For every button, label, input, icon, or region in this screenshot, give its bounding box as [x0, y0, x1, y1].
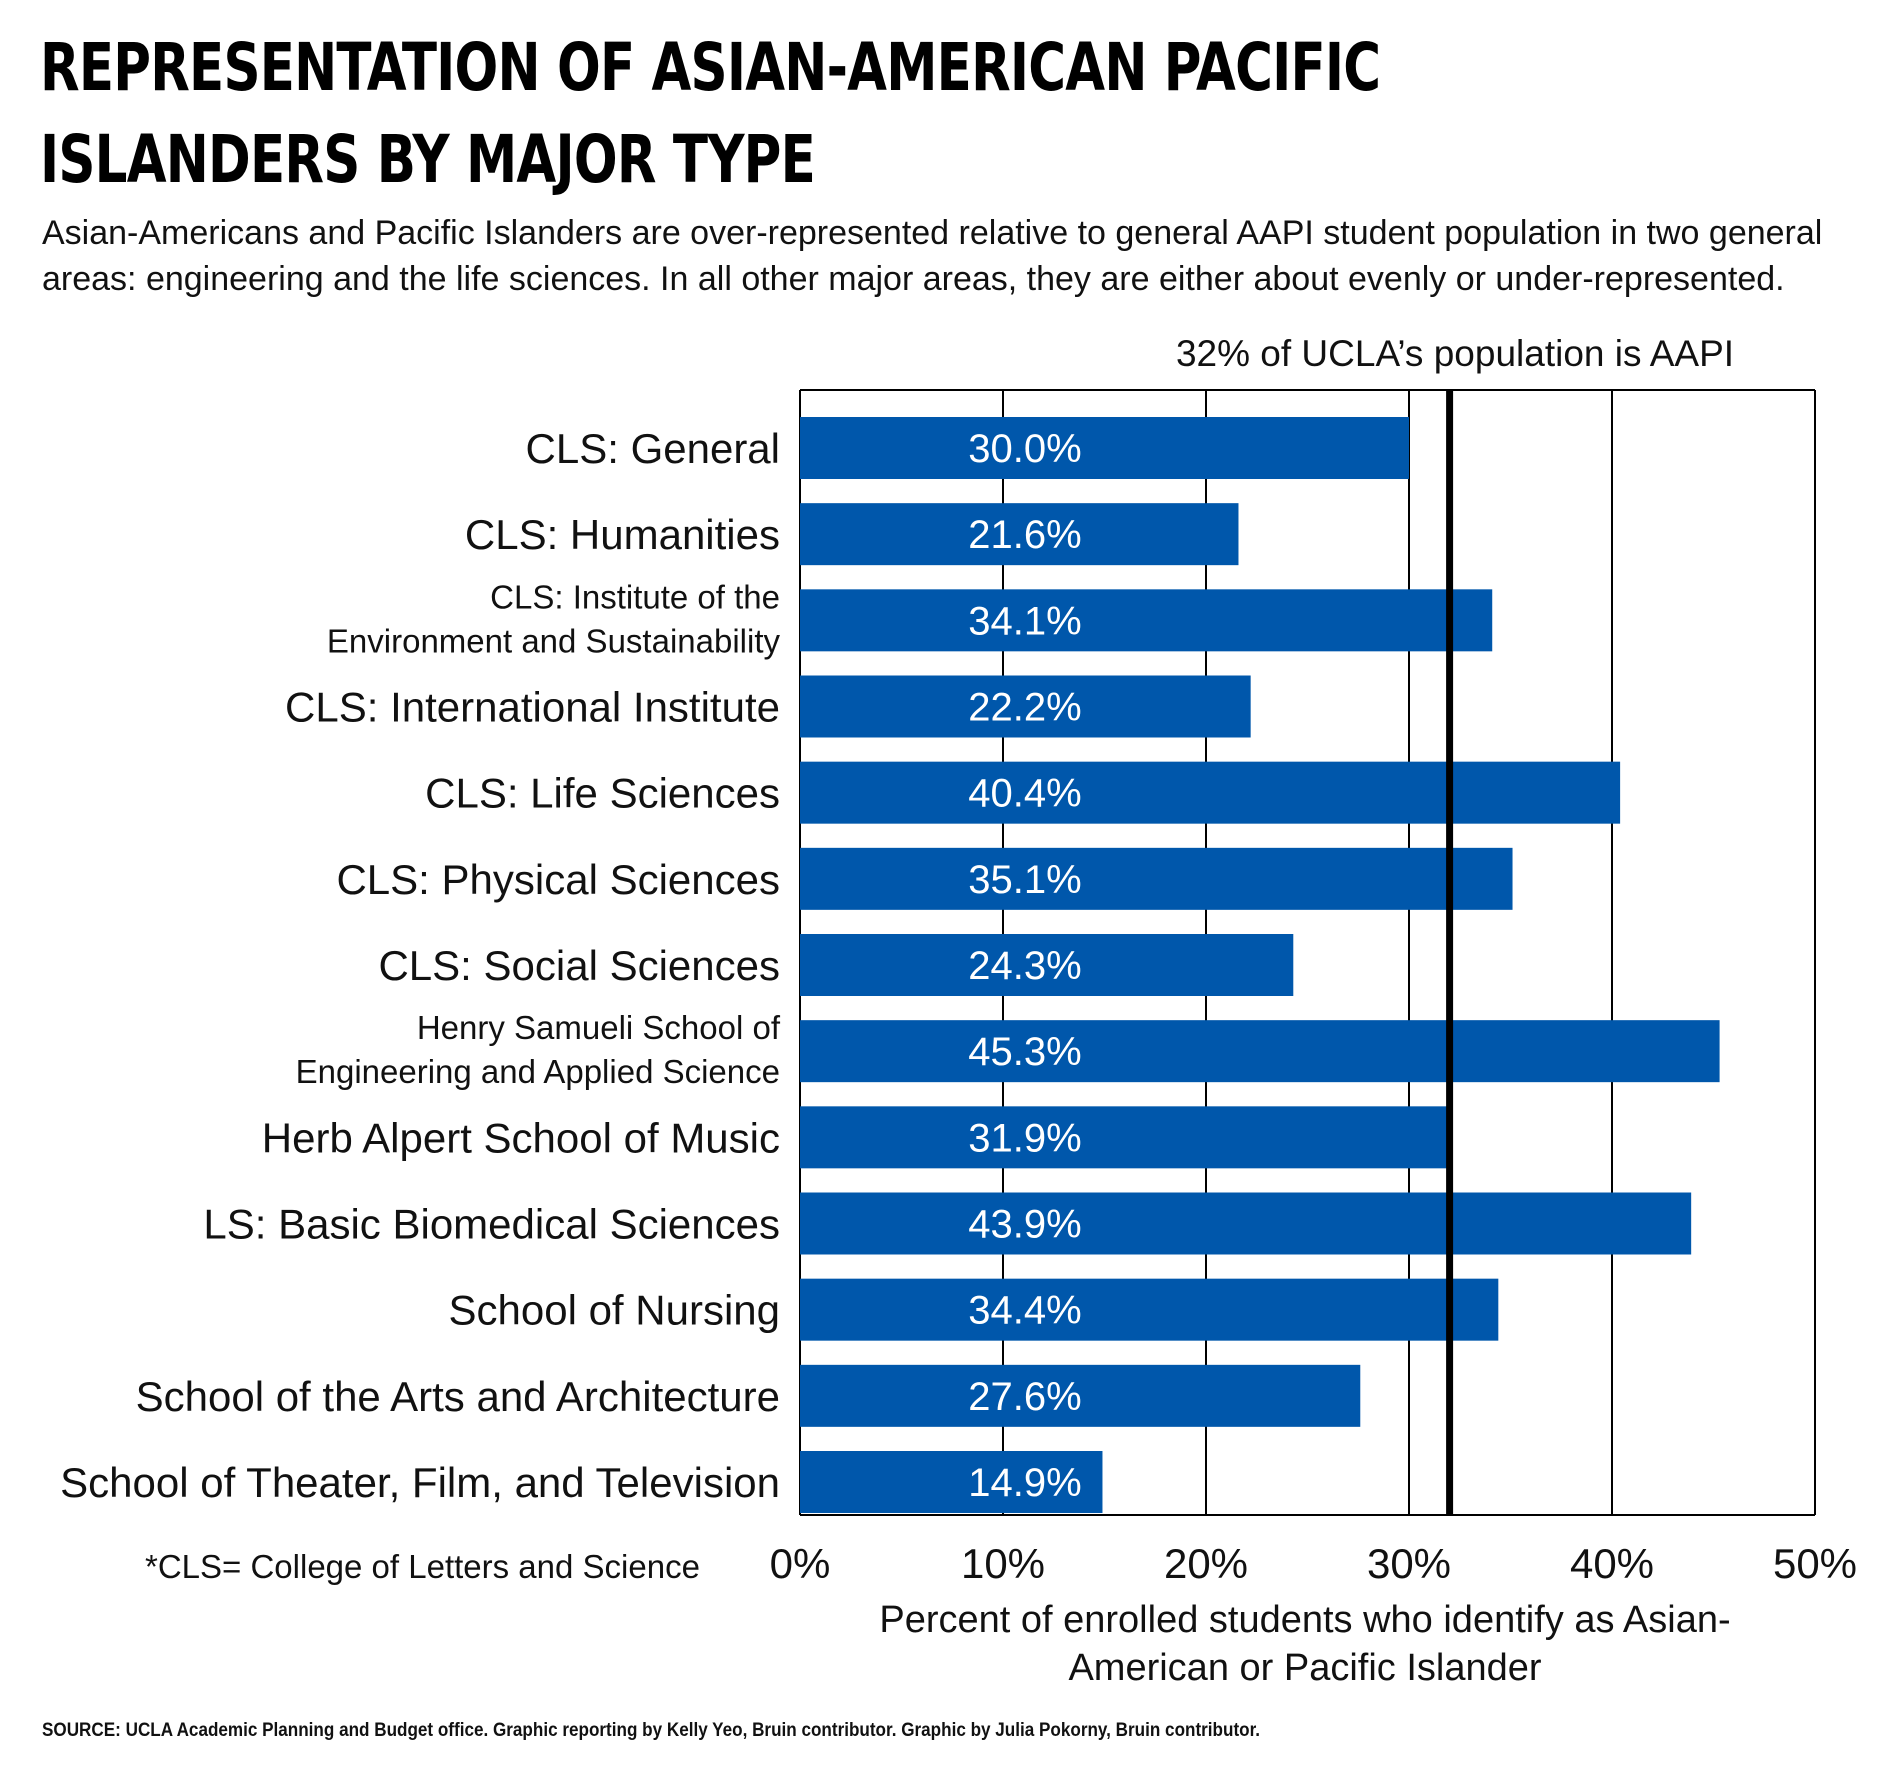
- x-tick-label: 0%: [770, 1540, 831, 1587]
- x-tick-label: 40%: [1570, 1540, 1654, 1587]
- bar-value-label: 43.9%: [968, 1203, 1081, 1247]
- reference-line-group: 32% of UCLA’s population is AAPI: [1176, 333, 1734, 1515]
- bar: [800, 417, 1409, 479]
- category-label: Henry Samueli School of: [417, 1009, 781, 1046]
- bar: [800, 675, 1251, 738]
- x-axis-label: Percent of enrolled students who identif…: [879, 1599, 1730, 1641]
- bar: [800, 1278, 1499, 1341]
- category-label: CLS: Life Sciences: [425, 770, 780, 817]
- x-tick-label: 10%: [961, 1540, 1045, 1587]
- x-tick-label: 20%: [1164, 1540, 1248, 1587]
- bars: 30.0% 21.6% 34.1% 22.2% 40.4% 35.1% 24.3% 45.3%…: [800, 417, 1720, 1513]
- bar-value-label: 22.2%: [968, 686, 1081, 730]
- bar-value-label: 34.4%: [968, 1289, 1081, 1333]
- x-tick-label: 30%: [1367, 1540, 1451, 1587]
- bar: [800, 1192, 1692, 1255]
- category-label: Herb Alpert School of Music: [262, 1114, 780, 1161]
- category-label: CLS: Institute of the: [490, 578, 780, 615]
- category-labels: CLS: General CLS: Humanities CLS: Institut…: [60, 425, 781, 1506]
- x-tick-label: 50%: [1773, 1540, 1857, 1587]
- source-credit: SOURCE: UCLA Academic Planning and Budge…: [42, 1720, 1261, 1741]
- bar: [800, 934, 1294, 996]
- bar: [800, 1106, 1448, 1169]
- x-axis-ticks: 0% 10% 20% 30% 40% 50%: [770, 1540, 1857, 1587]
- category-label: CLS: International Institute: [285, 684, 780, 731]
- bar: [800, 589, 1493, 652]
- bar-value-label: 31.9%: [968, 1116, 1081, 1160]
- category-label: Engineering and Applied Science: [296, 1053, 780, 1090]
- bar-value-label: 30.0%: [968, 427, 1081, 471]
- bar: [800, 761, 1621, 824]
- category-label: CLS: Physical Sciences: [336, 856, 780, 903]
- category-label: School of Nursing: [448, 1287, 780, 1334]
- bar-value-label: 14.9%: [968, 1461, 1081, 1505]
- chart-subtitle: Asian-Americans and Pacific Islanders ar…: [42, 214, 1823, 298]
- chart-title: REPRESENTATION OF ASIAN-AMERICAN PACIFIC…: [40, 29, 1381, 198]
- bar-value-label: 40.4%: [968, 772, 1081, 816]
- category-label: School of the Arts and Architecture: [136, 1373, 780, 1420]
- bar-value-label: 35.1%: [968, 858, 1081, 902]
- bar-value-label: 21.6%: [968, 513, 1081, 557]
- bar: [800, 1364, 1361, 1427]
- category-label: LS: Basic Biomedical Sciences: [203, 1201, 780, 1248]
- category-label: CLS: General: [526, 425, 780, 472]
- bar: [800, 503, 1239, 566]
- bar-value-label: 34.1%: [968, 599, 1081, 643]
- footnote: *CLS= College of Letters and Science: [145, 1548, 700, 1585]
- category-label: CLS: Humanities: [465, 511, 780, 558]
- bar-value-label: 27.6%: [968, 1375, 1081, 1419]
- bar: [800, 847, 1513, 910]
- bar: [800, 1451, 1103, 1513]
- bar-value-label: 45.3%: [968, 1030, 1081, 1074]
- bar: [800, 1020, 1720, 1083]
- bar-value-label: 24.3%: [968, 944, 1081, 988]
- reference-line-label: 32% of UCLA’s population is AAPI: [1176, 333, 1734, 374]
- category-label: School of Theater, Film, and Television: [60, 1459, 780, 1506]
- x-axis-label: American or Pacific Islander: [1068, 1647, 1541, 1689]
- category-label: CLS: Social Sciences: [378, 942, 780, 989]
- category-label: Environment and Sustainability: [327, 622, 781, 659]
- x-axis-title: Percent of enrolled students who identif…: [879, 1599, 1730, 1689]
